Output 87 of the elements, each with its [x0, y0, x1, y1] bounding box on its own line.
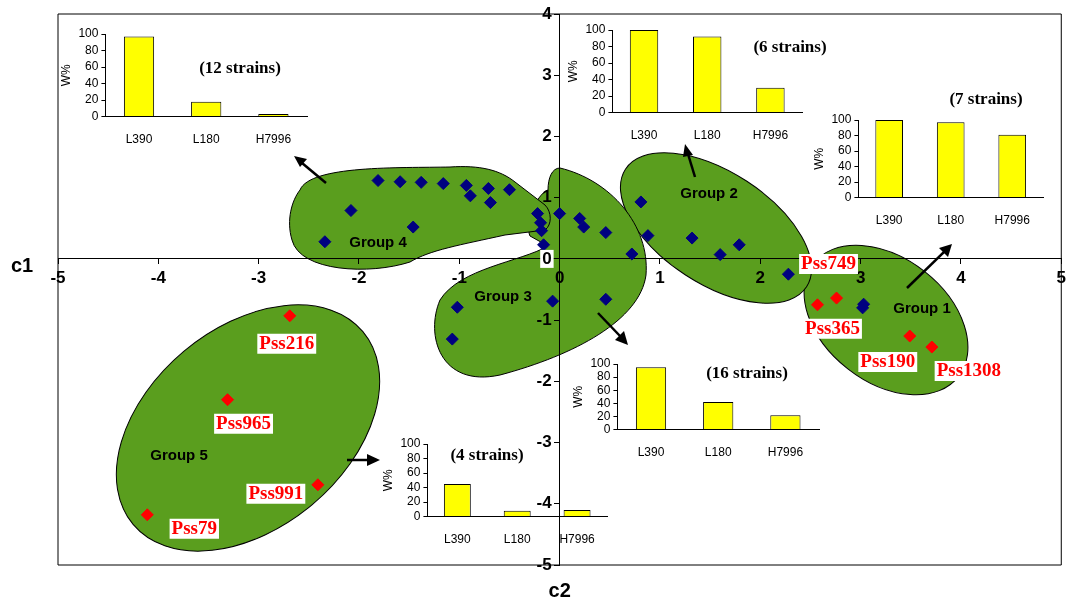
x-tick-label: L180 — [192, 132, 220, 147]
data-label: Pss216 — [259, 331, 315, 353]
x-tick-label: L390 — [444, 532, 472, 547]
data-label: Pss79 — [171, 516, 217, 538]
x-tick-label: -3 — [251, 267, 267, 287]
y-tick-label: 20 — [838, 174, 852, 189]
data-label: Pss1308 — [936, 358, 1002, 380]
y-tick-label: 80 — [407, 450, 421, 465]
y-tick-label: 20 — [85, 92, 99, 107]
y-tick-label: 40 — [597, 395, 611, 410]
y-tick-label: 20 — [407, 494, 421, 509]
x-tick-label: L180 — [503, 532, 531, 547]
y-tick-label: 20 — [597, 408, 611, 423]
x-tick-label: L390 — [630, 128, 658, 143]
y-tick-label: 60 — [592, 55, 606, 70]
y-tick-label: 0 — [603, 421, 611, 436]
x-tick-label: H7996 — [752, 128, 789, 143]
y-tick-label: 40 — [407, 479, 421, 494]
y-tick-label: 80 — [85, 42, 99, 57]
x-tick-label: L180 — [704, 445, 732, 460]
data-label: Pss749 — [801, 251, 856, 273]
y-tick-label: 60 — [838, 143, 852, 158]
y-tick-label: 4 — [542, 3, 553, 23]
x-tick-label: H7996 — [767, 445, 804, 460]
y-tick-label: 100 — [78, 26, 99, 41]
x-tick-label: L390 — [637, 445, 665, 460]
annotation: (6 strains) — [753, 37, 827, 57]
x-tick-label: H7996 — [559, 532, 596, 547]
y-tick-label: 80 — [838, 127, 852, 142]
y-tick-label: 80 — [592, 38, 606, 53]
y-tick-label: 0 — [598, 104, 606, 119]
annotation: (16 strains) — [706, 363, 788, 383]
y-tick-label: 40 — [592, 71, 606, 86]
y-tick-label: -4 — [536, 493, 553, 513]
y-tick-label: 60 — [597, 382, 611, 397]
y-tick-label: 100 — [590, 356, 611, 371]
annotation: Group 2 — [680, 184, 738, 202]
data-label: Pss190 — [860, 349, 916, 371]
y-tick-label: 60 — [85, 59, 99, 74]
x-tick-label: H7996 — [994, 213, 1031, 228]
y-tick-label: 60 — [407, 465, 421, 480]
y-tick-label: 40 — [85, 75, 99, 90]
y-tick-label: -5 — [536, 554, 552, 574]
x-tick-label: L390 — [875, 213, 903, 228]
y-tick-label: 0 — [413, 508, 421, 523]
y-axis-title: W% — [380, 468, 395, 492]
annotation: Group 5 — [150, 446, 208, 464]
y-axis-title: W% — [565, 59, 580, 83]
y-tick-label: 0 — [91, 108, 99, 123]
y-axis-title: c1 — [10, 254, 34, 277]
y-tick-label: 40 — [838, 158, 852, 173]
y-tick-label: -1 — [536, 309, 552, 329]
y-axis-title: W% — [58, 63, 73, 87]
y-tick-label: 3 — [542, 64, 552, 84]
x-axis-title: c2 — [548, 578, 571, 601]
y-tick-label: 100 — [400, 436, 421, 451]
y-tick-label: 20 — [592, 88, 606, 103]
x-tick-label: L180 — [937, 213, 965, 228]
annotation: (12 strains) — [199, 58, 281, 78]
x-tick-label: -4 — [150, 267, 167, 287]
x-tick-label: 2 — [755, 267, 766, 287]
annotation: Group 3 — [474, 287, 532, 305]
y-tick-label: 0 — [844, 189, 852, 204]
y-tick-label: 80 — [597, 369, 611, 384]
data-label: Pss365 — [805, 316, 860, 338]
x-tick-label: L180 — [693, 128, 721, 143]
y-tick-label: 100 — [831, 112, 852, 127]
y-tick-label: 100 — [585, 22, 606, 37]
x-tick-label: 3 — [855, 267, 866, 287]
x-tick-label: -5 — [50, 267, 66, 287]
x-tick-label: -2 — [351, 267, 367, 287]
x-tick-label: -1 — [451, 267, 467, 287]
annotation: Group 1 — [893, 299, 951, 317]
y-tick-label: 1 — [542, 187, 552, 207]
x-tick-label: L390 — [125, 132, 153, 147]
x-tick-label: 4 — [956, 267, 967, 287]
y-axis-title: W% — [811, 147, 826, 170]
y-tick-label: -2 — [536, 371, 552, 391]
x-tick-label: 1 — [655, 267, 665, 287]
x-tick-label: H7996 — [255, 132, 292, 147]
y-tick-label: 0 — [542, 248, 552, 268]
annotation: (4 strains) — [450, 445, 524, 465]
y-axis-title: W% — [570, 385, 585, 408]
annotation: (7 strains) — [949, 89, 1023, 109]
data-label: Pss991 — [248, 481, 304, 503]
data-label: Pss965 — [216, 411, 272, 433]
annotation: Group 4 — [349, 233, 408, 251]
